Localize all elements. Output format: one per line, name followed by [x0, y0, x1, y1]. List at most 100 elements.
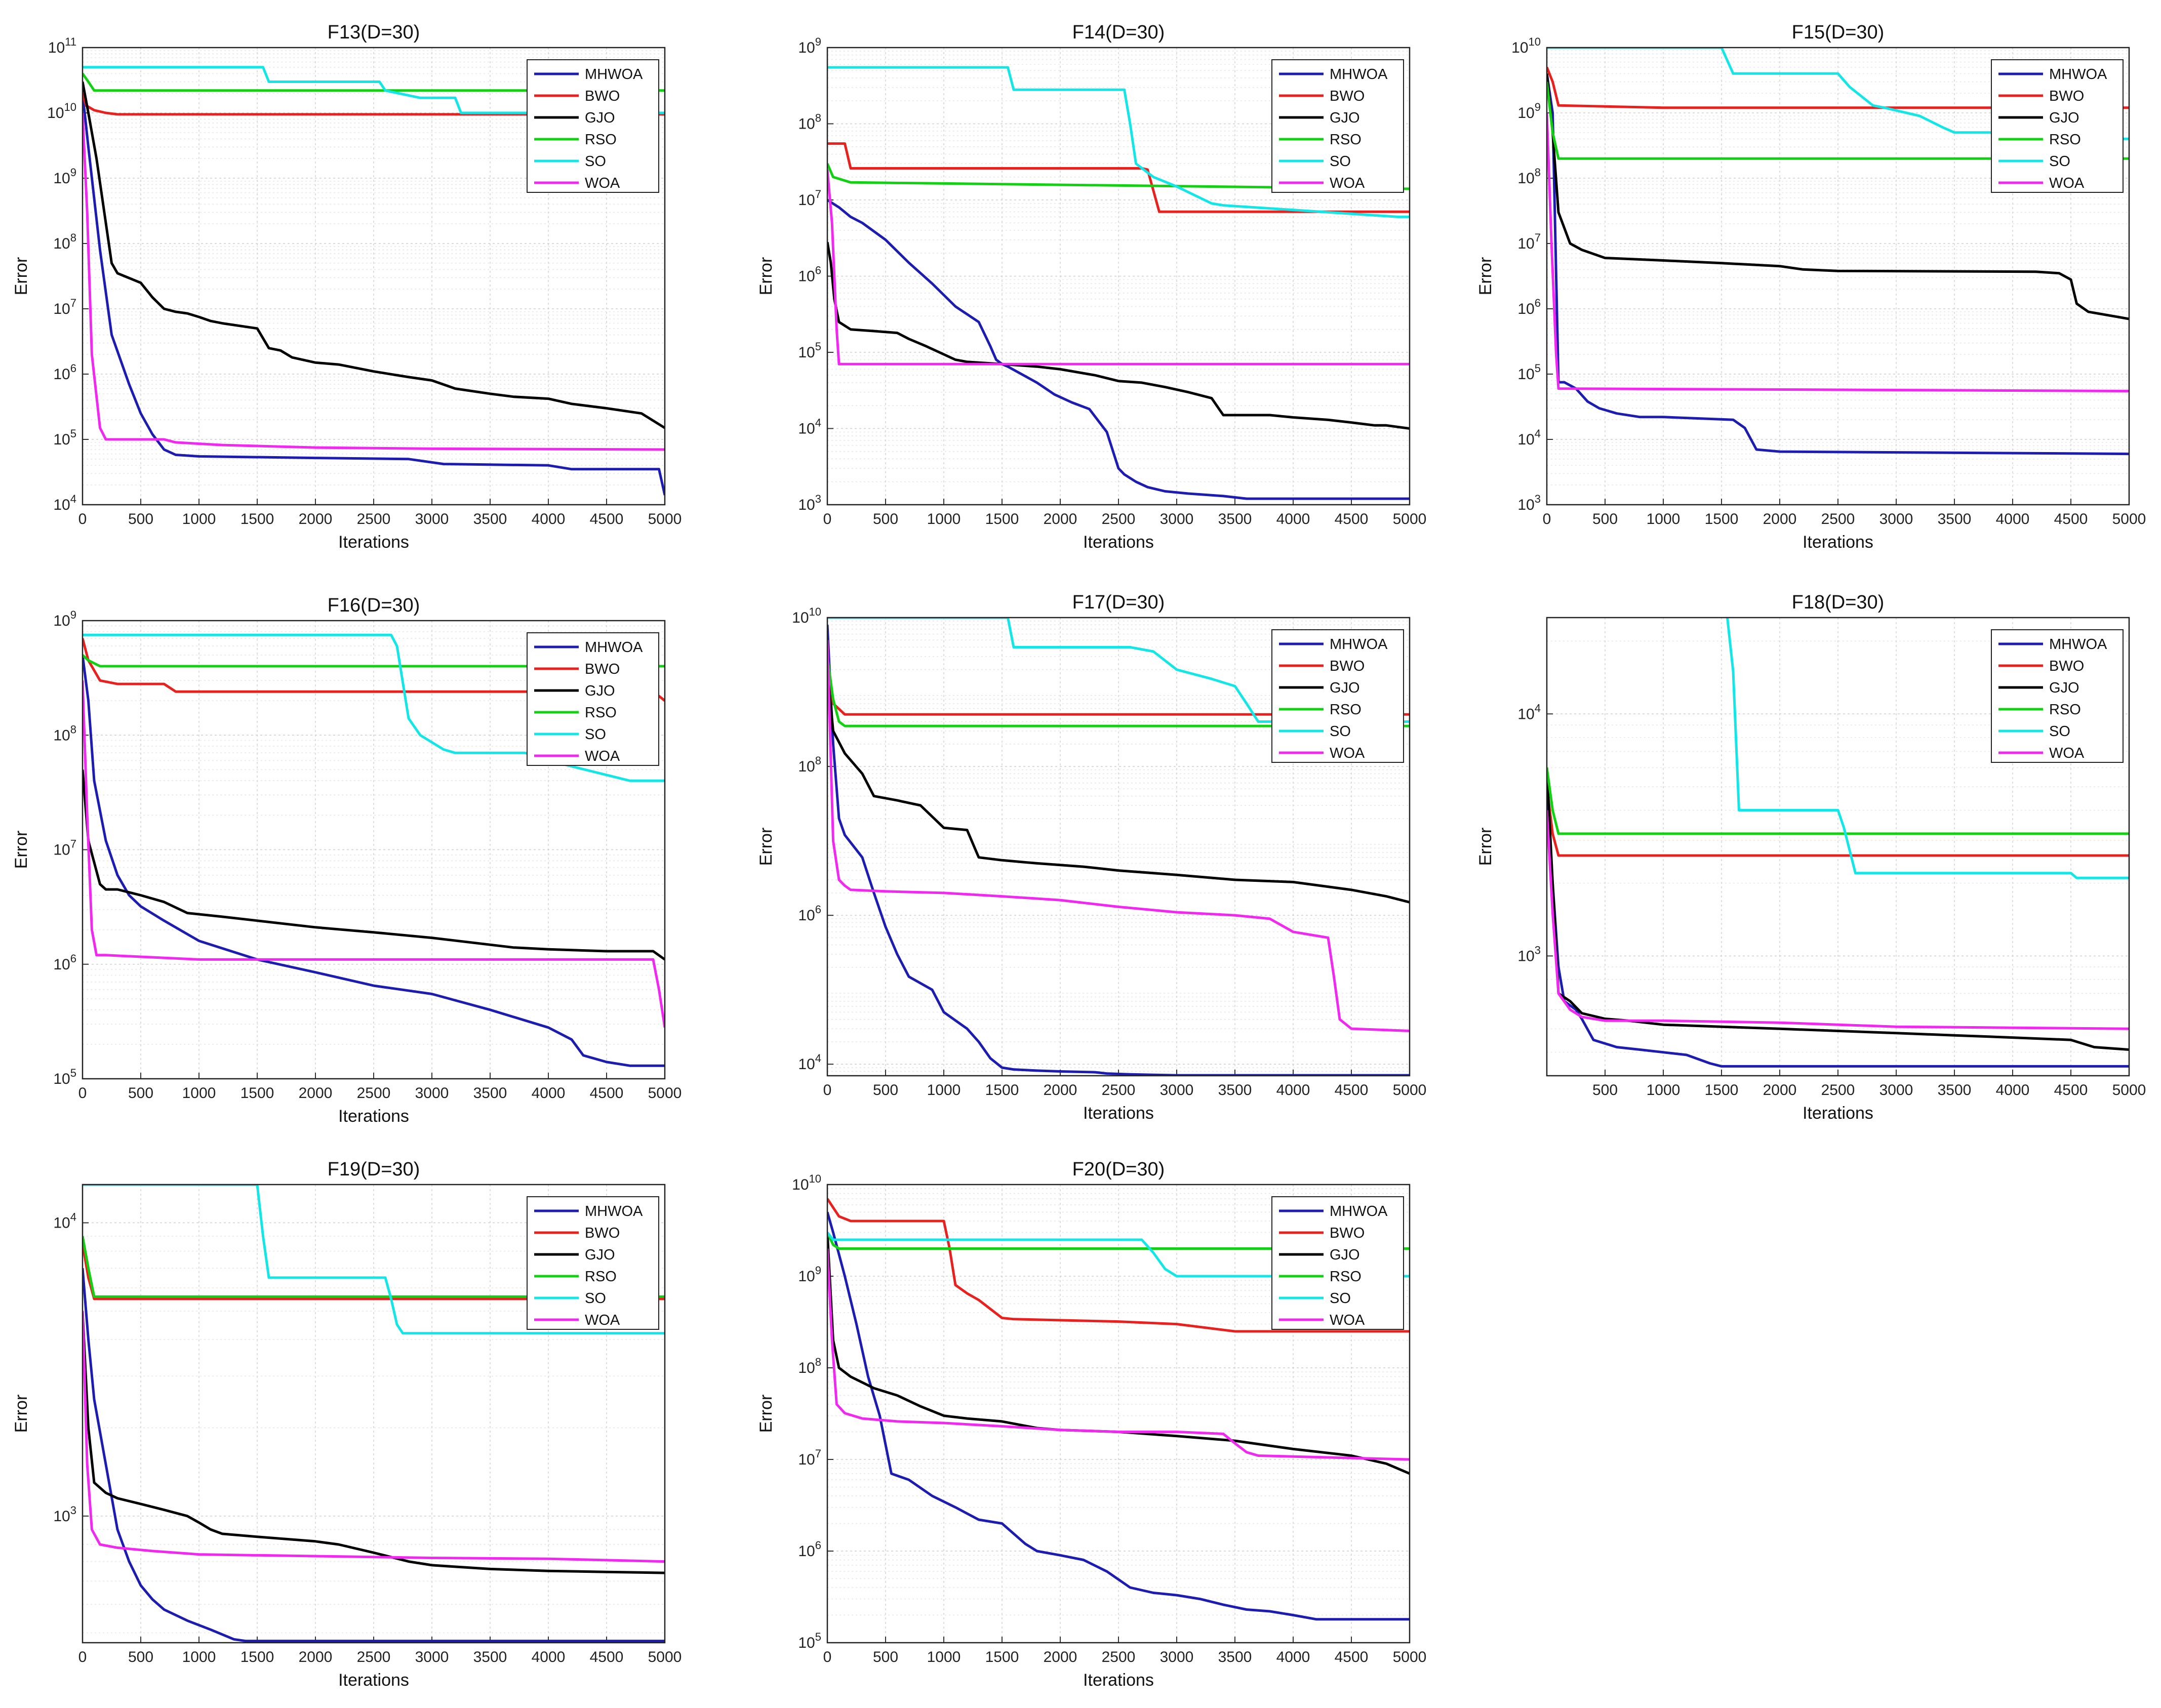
x-tick-label: 2500	[1102, 1082, 1136, 1099]
axes-frame	[82, 620, 666, 1080]
y-tick-label: 107	[53, 838, 76, 859]
x-tick-label: 1500	[241, 1085, 274, 1102]
y-tick-label: 109	[1517, 101, 1541, 121]
series-line-mhwoa	[827, 625, 1410, 1076]
x-tick-label: 3000	[415, 1085, 449, 1102]
series-line-woa	[827, 169, 1410, 365]
legend-label-mhwoa: MHWOA	[1330, 1203, 1388, 1219]
legend-label-rso: RSO	[585, 1269, 617, 1285]
legend-label-bwo: BWO	[2049, 88, 2084, 104]
x-tick-label: 2000	[1044, 1082, 1077, 1099]
x-axis-label: Iterations	[338, 1107, 409, 1126]
y-tick-label: 104	[798, 417, 821, 437]
x-tick-label: 4000	[1996, 1082, 2030, 1099]
legend-label-so: SO	[585, 726, 606, 743]
series-line-so	[83, 633, 665, 782]
y-tick-label: 108	[798, 754, 821, 775]
legend: MHWOA BWO GJO RSO SO WOA	[527, 632, 659, 766]
y-tick-label: 108	[798, 112, 821, 133]
x-tick-label: 3500	[1218, 1649, 1252, 1665]
x-tick-label: 1500	[241, 511, 274, 527]
x-tick-label: 1500	[1705, 511, 1739, 527]
legend-label-gjo: GJO	[585, 683, 615, 699]
series-line-so	[827, 66, 1410, 218]
legend-label-woa: WOA	[1330, 175, 1365, 191]
legend: MHWOA BWO GJO RSO SO WOA	[1271, 629, 1404, 763]
legend-label-bwo: BWO	[2049, 658, 2084, 674]
legend-label-mhwoa: MHWOA	[2049, 66, 2107, 83]
legend-box	[527, 632, 659, 766]
x-tick-label: 500	[128, 511, 153, 527]
series-line-rso	[827, 656, 1410, 727]
series-line-mhwoa	[1547, 73, 2129, 456]
legend-label-gjo: GJO	[1330, 680, 1360, 696]
y-tick-label: 1011	[48, 35, 76, 56]
x-tick-label: 0	[78, 1649, 87, 1665]
x-tick-label: 2500	[357, 511, 391, 527]
legend-label-gjo: GJO	[585, 1247, 615, 1263]
series-line-mhwoa	[1547, 797, 2129, 1068]
x-tick-label: 3500	[1938, 511, 1972, 527]
legend-label-rso: RSO	[585, 705, 617, 721]
series-group	[83, 66, 665, 496]
x-tick-label: 0	[1543, 511, 1551, 527]
y-tick-label: 106	[798, 903, 821, 924]
y-tick-label: 104	[53, 493, 76, 513]
legend-box	[1991, 59, 2124, 193]
y-tick-label: 108	[798, 1356, 821, 1376]
y-axis-label: Error	[12, 1395, 31, 1433]
x-tick-label: 1000	[927, 1649, 961, 1665]
series-line-mhwoa	[827, 1211, 1410, 1621]
x-tick-label: 2000	[1044, 1649, 1077, 1665]
series-group	[83, 633, 665, 1067]
legend-label-bwo: BWO	[585, 661, 620, 677]
x-tick-label: 2000	[1044, 511, 1077, 527]
x-tick-label: 4500	[1335, 511, 1369, 527]
legend-label-so: SO	[2049, 723, 2070, 740]
legend-label-woa: WOA	[2049, 175, 2085, 191]
series-line-gjo	[827, 241, 1410, 430]
series-line-woa	[83, 1311, 665, 1563]
x-tick-label: 4500	[1335, 1082, 1369, 1099]
axes-frame	[826, 1184, 1411, 1644]
x-tick-label: 500	[1592, 511, 1618, 527]
x-tick-label: 2000	[1763, 511, 1797, 527]
panel-f13: 0 500 1000 1500 2000 2500 3000 3500 4000 4500 5000…	[12, 22, 682, 552]
series-line-rso	[83, 1236, 665, 1298]
y-tick-label: 107	[53, 297, 76, 317]
axes-frame	[1546, 617, 2130, 1077]
x-tick-label: 1000	[1647, 1082, 1680, 1099]
x-tick-label: 3500	[1938, 1082, 1972, 1099]
x-tick-label: 1500	[985, 1082, 1019, 1099]
x-tick-label: 2000	[299, 1085, 333, 1102]
legend: MHWOA BWO GJO RSO SO WOA	[1271, 59, 1404, 193]
y-tick-label: 105	[53, 427, 76, 448]
series-line-woa	[1547, 810, 2129, 1030]
axes-frame	[82, 47, 666, 506]
x-tick-label: 4500	[590, 511, 624, 527]
x-tick-label: 4000	[1276, 1649, 1310, 1665]
panel-f20: 0 500 1000 1500 2000 2500 3000 3500 4000 4500 5000…	[756, 1159, 1426, 1690]
x-tick-label: 3500	[1218, 511, 1252, 527]
y-tick-label: 106	[53, 952, 76, 973]
x-tick-label: 1500	[985, 1649, 1019, 1665]
legend-label-bwo: BWO	[1330, 88, 1365, 104]
legend-label-gjo: GJO	[585, 110, 615, 126]
x-tick-label: 4500	[590, 1085, 624, 1102]
legend-label-mhwoa: MHWOA	[585, 639, 643, 656]
series-line-woa	[827, 1248, 1410, 1461]
x-tick-label: 4500	[590, 1649, 624, 1665]
y-axis-label: Error	[12, 257, 31, 296]
x-tick-label: 4000	[532, 1085, 566, 1102]
x-tick-label: 500	[873, 511, 898, 527]
legend: MHWOA BWO GJO RSO SO WOA	[527, 1196, 659, 1330]
x-tick-label: 3500	[473, 1649, 507, 1665]
series-line-gjo	[83, 1311, 665, 1574]
x-tick-label: 1500	[1705, 1082, 1739, 1099]
series-group	[1547, 618, 2129, 1068]
y-tick-label: 104	[53, 1211, 76, 1232]
series-line-so	[83, 66, 665, 114]
series-line-woa	[827, 640, 1410, 1032]
x-tick-label: 1000	[182, 511, 216, 527]
y-axis-label: Error	[756, 257, 776, 296]
